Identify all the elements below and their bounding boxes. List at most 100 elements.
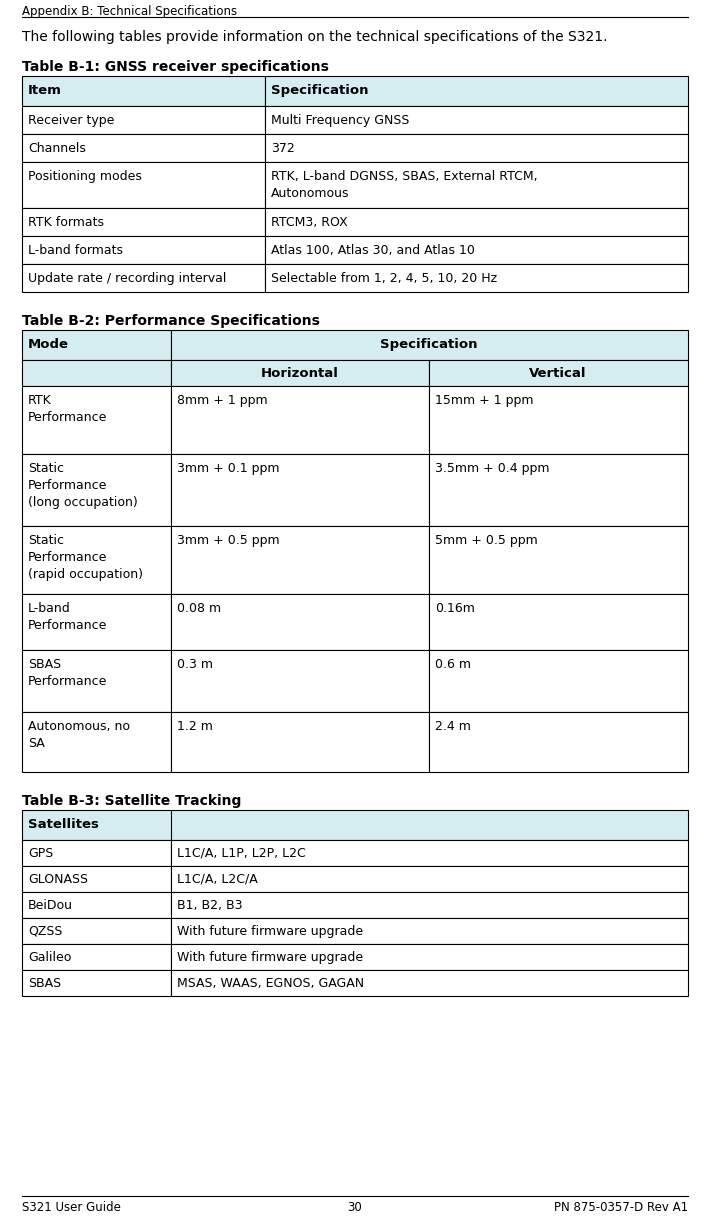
Text: Multi Frequency GNSS: Multi Frequency GNSS	[271, 114, 410, 127]
Text: Vertical: Vertical	[529, 368, 586, 380]
Bar	[22, 162, 265, 208]
Text: 3mm + 0.1 ppm: 3mm + 0.1 ppm	[177, 462, 280, 475]
Text: QZSS: QZSS	[28, 925, 62, 938]
Bar	[22, 918, 171, 944]
Bar	[22, 454, 171, 526]
Text: With future firmware upgrade: With future firmware upgrade	[177, 925, 363, 938]
Text: RTK formats: RTK formats	[28, 215, 104, 229]
Text: SBAS
Performance: SBAS Performance	[28, 658, 107, 688]
Text: BeiDou: BeiDou	[28, 899, 73, 912]
Bar	[171, 330, 688, 360]
Bar	[22, 892, 171, 918]
Bar	[22, 134, 265, 162]
Bar	[171, 944, 688, 970]
Bar	[171, 454, 429, 526]
Bar	[171, 892, 688, 918]
Bar	[22, 386, 171, 454]
Text: 0.3 m: 0.3 m	[177, 658, 213, 671]
Bar	[22, 208, 265, 236]
Bar	[171, 712, 429, 772]
Text: RTK, L-band DGNSS, SBAS, External RTCM,
Autonomous: RTK, L-band DGNSS, SBAS, External RTCM, …	[271, 170, 537, 200]
Bar	[22, 712, 171, 772]
Text: L-band formats: L-band formats	[28, 243, 123, 257]
Bar	[22, 526, 171, 594]
Bar	[171, 650, 429, 712]
Text: Satellites: Satellites	[28, 818, 99, 831]
Bar	[265, 162, 688, 208]
Text: 2.4 m: 2.4 m	[435, 720, 471, 733]
Bar	[171, 840, 688, 867]
Bar	[22, 944, 171, 970]
Text: GPS: GPS	[28, 847, 53, 860]
Text: Update rate / recording interval: Update rate / recording interval	[28, 273, 226, 285]
Bar	[22, 106, 265, 134]
Bar	[265, 106, 688, 134]
Text: Mode: Mode	[28, 338, 69, 350]
Text: Selectable from 1, 2, 4, 5, 10, 20 Hz: Selectable from 1, 2, 4, 5, 10, 20 Hz	[271, 273, 497, 285]
Bar	[265, 134, 688, 162]
Bar	[22, 594, 171, 650]
Text: 372: 372	[271, 142, 295, 155]
Text: MSAS, WAAS, EGNOS, GAGAN: MSAS, WAAS, EGNOS, GAGAN	[177, 977, 364, 989]
Text: L1C/A, L2C/A: L1C/A, L2C/A	[177, 873, 258, 886]
Bar	[429, 454, 688, 526]
Text: Static
Performance
(rapid occupation): Static Performance (rapid occupation)	[28, 534, 143, 581]
Text: Table B-2: Performance Specifications: Table B-2: Performance Specifications	[22, 314, 320, 329]
Text: Specification: Specification	[381, 338, 478, 350]
Text: 0.08 m: 0.08 m	[177, 602, 221, 615]
Text: 5mm + 0.5 ppm: 5mm + 0.5 ppm	[435, 534, 537, 546]
Text: Autonomous, no
SA: Autonomous, no SA	[28, 720, 130, 750]
Text: RTK
Performance: RTK Performance	[28, 394, 107, 424]
Bar	[429, 360, 688, 386]
Text: SBAS: SBAS	[28, 977, 61, 989]
Bar	[171, 918, 688, 944]
Bar	[171, 526, 429, 594]
Bar	[22, 236, 265, 264]
Bar	[22, 264, 265, 292]
Bar	[171, 970, 688, 996]
Bar	[171, 867, 688, 892]
Text: Horizontal: Horizontal	[261, 368, 339, 380]
Bar	[22, 867, 171, 892]
Text: Channels: Channels	[28, 142, 86, 155]
Bar	[265, 264, 688, 292]
Bar	[22, 360, 171, 386]
Bar	[171, 386, 429, 454]
Text: Galileo: Galileo	[28, 950, 72, 964]
Text: B1, B2, B3: B1, B2, B3	[177, 899, 243, 912]
Text: 15mm + 1 ppm: 15mm + 1 ppm	[435, 394, 533, 406]
Text: Table B-3: Satellite Tracking: Table B-3: Satellite Tracking	[22, 793, 241, 808]
Bar	[22, 970, 171, 996]
Text: 0.6 m: 0.6 m	[435, 658, 471, 671]
Text: L1C/A, L1P, L2P, L2C: L1C/A, L1P, L2P, L2C	[177, 847, 306, 860]
Bar	[22, 330, 171, 360]
Text: Static
Performance
(long occupation): Static Performance (long occupation)	[28, 462, 138, 509]
Text: PN 875-0357-D Rev A1: PN 875-0357-D Rev A1	[554, 1201, 688, 1215]
Bar	[429, 594, 688, 650]
Text: GLONASS: GLONASS	[28, 873, 88, 886]
Bar	[22, 650, 171, 712]
Bar	[429, 712, 688, 772]
Bar	[171, 594, 429, 650]
Text: Table B-1: GNSS receiver specifications: Table B-1: GNSS receiver specifications	[22, 60, 329, 74]
Text: The following tables provide information on the technical specifications of the : The following tables provide information…	[22, 30, 608, 44]
Text: Item: Item	[28, 84, 62, 97]
Text: S321 User Guide: S321 User Guide	[22, 1201, 121, 1215]
Bar	[22, 811, 688, 840]
Text: Appendix B: Technical Specifications: Appendix B: Technical Specifications	[22, 5, 237, 18]
Text: 3mm + 0.5 ppm: 3mm + 0.5 ppm	[177, 534, 280, 546]
Text: With future firmware upgrade: With future firmware upgrade	[177, 950, 363, 964]
Bar	[429, 650, 688, 712]
Text: Receiver type: Receiver type	[28, 114, 114, 127]
Bar	[265, 208, 688, 236]
Text: 1.2 m: 1.2 m	[177, 720, 213, 733]
Bar	[171, 360, 429, 386]
Bar	[265, 75, 688, 106]
Text: 8mm + 1 ppm: 8mm + 1 ppm	[177, 394, 268, 406]
Bar	[22, 75, 265, 106]
Bar	[22, 840, 171, 867]
Text: Positioning modes: Positioning modes	[28, 170, 142, 183]
Bar	[429, 386, 688, 454]
Text: 30: 30	[348, 1201, 362, 1215]
Text: 3.5mm + 0.4 ppm: 3.5mm + 0.4 ppm	[435, 462, 550, 475]
